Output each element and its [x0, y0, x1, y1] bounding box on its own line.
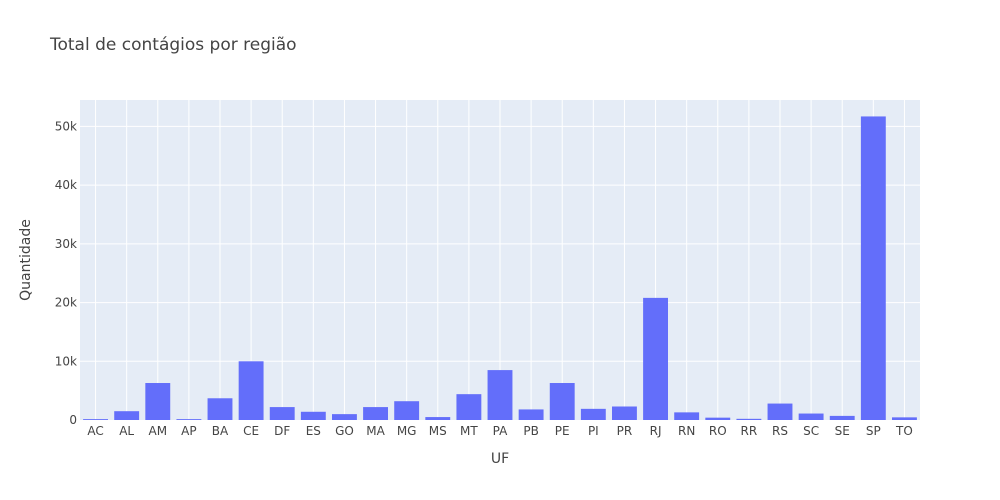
bar-ma	[363, 407, 388, 420]
bar-mt	[456, 394, 482, 420]
y-tick-label: 10k	[55, 354, 77, 368]
bar-rn	[674, 412, 700, 420]
x-tick-label: AC	[87, 424, 103, 438]
bar-rr	[736, 418, 762, 420]
bar-pi	[580, 408, 606, 420]
chart-title: Total de contágios por região	[49, 35, 297, 55]
x-tick-label: PR	[617, 424, 633, 438]
bar-to	[892, 417, 917, 420]
x-tick-label: RN	[678, 424, 695, 438]
bar-rj	[643, 297, 668, 420]
x-tick-label: PB	[523, 424, 538, 438]
bar-es	[300, 411, 326, 420]
x-tick-label: RR	[741, 424, 758, 438]
bar-pr	[612, 406, 637, 420]
bar-pb	[518, 409, 544, 420]
x-tick-label: GO	[335, 424, 354, 438]
y-axis-label: Quantidade	[18, 219, 34, 301]
x-tick-label: BA	[212, 424, 229, 438]
y-tick-label: 20k	[55, 296, 77, 310]
x-axis-label: UF	[491, 451, 509, 467]
x-tick-label: AP	[181, 424, 196, 438]
bar-pa	[487, 370, 513, 420]
bar-sc	[798, 413, 824, 420]
y-tick-label: 40k	[55, 178, 77, 192]
x-tick-label: PI	[588, 424, 599, 438]
y-tick-label: 0	[69, 413, 77, 427]
x-tick-label: MT	[460, 424, 478, 438]
x-tick-label: MS	[429, 424, 447, 438]
bar-al	[114, 411, 140, 420]
x-tick-label: MA	[366, 424, 385, 438]
bar-go	[332, 414, 357, 420]
bar-ac	[83, 419, 108, 420]
y-tick-label: 30k	[55, 237, 77, 251]
y-tick-labels: 0 10k 20k 30k 40k 50k	[55, 119, 77, 427]
x-tick-label: AM	[148, 424, 167, 438]
x-tick-label: MG	[397, 424, 417, 438]
x-tick-label: CE	[243, 424, 259, 438]
bar-am	[145, 383, 171, 420]
bar-ce	[238, 361, 264, 420]
bars	[83, 116, 917, 420]
x-tick-label: TO	[895, 424, 913, 438]
x-tick-label: AL	[119, 424, 134, 438]
x-tick-label: PA	[493, 424, 508, 438]
bar-ms	[425, 417, 451, 420]
x-tick-label: DF	[274, 424, 290, 438]
bar-ap	[176, 419, 202, 420]
bar-df	[269, 407, 295, 420]
x-tick-label: RJ	[650, 424, 662, 438]
bar-ro	[705, 417, 731, 420]
bar-ba	[207, 398, 233, 420]
x-tick-label: SP	[866, 424, 881, 438]
x-tick-label: PE	[555, 424, 570, 438]
bar-rs	[767, 403, 793, 420]
x-tick-label: SE	[835, 424, 850, 438]
bar-sp	[860, 116, 886, 420]
bar-mg	[394, 401, 420, 420]
x-tick-label: SC	[803, 424, 819, 438]
x-tick-label: RS	[772, 424, 788, 438]
x-tick-label: ES	[306, 424, 321, 438]
bar-se	[829, 415, 855, 420]
x-tick-labels: AC AL AM AP BA CE DF ES GO MA MG MS MT PA PB PE PI PR RJ RN…	[87, 424, 912, 438]
bar-pe	[549, 383, 575, 420]
y-tick-label: 50k	[55, 119, 77, 133]
x-tick-label: RO	[709, 424, 727, 438]
